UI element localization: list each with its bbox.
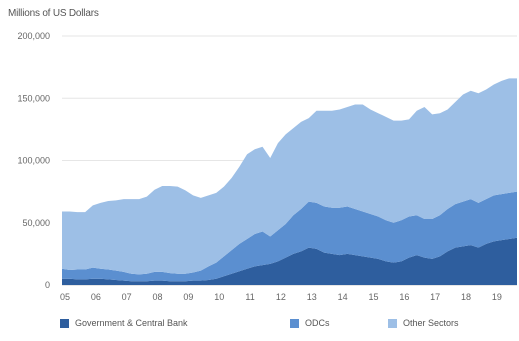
legend-label-odcs: ODCs: [305, 318, 330, 328]
x-tick-label: 06: [91, 292, 101, 302]
y-tick-label: 150,000: [17, 93, 50, 103]
legend-item-government-central-bank: Government & Central Bank: [60, 314, 188, 332]
x-tick-label: 09: [183, 292, 193, 302]
y-axis-unit-label: Millions of US Dollars: [8, 8, 99, 19]
x-tick-label: 17: [430, 292, 440, 302]
legend-swatch-other-sectors: [388, 318, 397, 328]
y-tick-label: 0: [45, 280, 50, 290]
x-tick-label: 07: [122, 292, 132, 302]
legend-item-odcs: ODCs: [290, 314, 330, 332]
y-tick-label: 100,000: [17, 156, 50, 166]
legend-label-other-sectors: Other Sectors: [403, 318, 459, 328]
area-government-central-bank: [62, 237, 517, 285]
x-tick-label: 18: [461, 292, 471, 302]
y-tick-label: 200,000: [17, 31, 50, 41]
y-tick-label: 50,000: [22, 218, 50, 228]
area-other-sectors: [62, 78, 517, 275]
x-tick-label: 16: [399, 292, 409, 302]
x-tick-label: 11: [245, 292, 254, 302]
area-odcs: [62, 191, 517, 282]
legend-swatch-odcs: [290, 318, 299, 328]
x-tick-label: 13: [307, 292, 317, 302]
area-series: [62, 78, 517, 285]
x-tick-label: 08: [153, 292, 163, 302]
x-tick-label: 19: [492, 292, 502, 302]
x-tick-label: 05: [60, 292, 70, 302]
legend-item-other-sectors: Other Sectors: [388, 314, 459, 332]
legend-label-government-central-bank: Government & Central Bank: [75, 318, 188, 328]
y-axis-ticks: 0 50,000 100,000 150,000 200,000: [17, 31, 50, 290]
x-tick-label: 15: [368, 292, 378, 302]
x-axis-ticks: 05 06 07 08 09 10 11 12 13 14 15 16 17 18 19: [60, 292, 502, 302]
x-tick-label: 10: [214, 292, 224, 302]
legend: Government & Central Bank ODCs Other Sec…: [0, 314, 519, 332]
x-tick-label: 12: [276, 292, 286, 302]
legend-swatch-government-central-bank: [60, 318, 69, 328]
x-tick-label: 14: [338, 292, 348, 302]
